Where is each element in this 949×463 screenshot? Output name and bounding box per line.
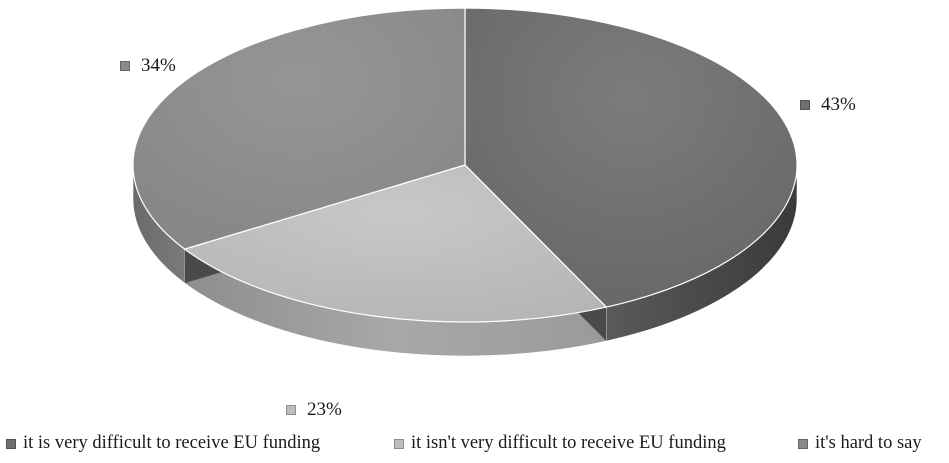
legend-item-not-very-difficult: it isn't very difficult to receive EU fu… — [394, 433, 726, 454]
slice-marker-very-difficult — [800, 100, 810, 110]
legend-item-label: it is very difficult to receive EU fundi… — [23, 433, 321, 453]
legend-item-hard-to-say: it's hard to say — [798, 433, 922, 454]
slice-label-text: 34% — [141, 55, 176, 76]
legend-swatch-very-difficult — [6, 438, 16, 449]
chart-legend: it is very difficult to receive EU fundi… — [0, 433, 949, 459]
pie-slice-very-difficult — [464, 7, 798, 308]
slice-marker-hard-to-say — [120, 61, 130, 71]
slice-label-text: 23% — [307, 399, 342, 420]
slice-marker-not-very-difficult — [286, 405, 296, 415]
pie-slice-not-very-difficult — [184, 164, 607, 323]
legend-swatch-hard-to-say — [798, 438, 808, 449]
slice-label-not-very-difficult: 23% — [286, 399, 342, 421]
pie-tops-group — [132, 7, 798, 323]
legend-swatch-not-very-difficult — [394, 438, 404, 449]
legend-item-label: it isn't very difficult to receive EU fu… — [411, 433, 726, 453]
legend-item-label: it's hard to say — [815, 433, 922, 453]
slice-label-text: 43% — [821, 94, 856, 115]
legend-item-very-difficult: it is very difficult to receive EU fundi… — [6, 433, 320, 454]
slice-label-hard-to-say: 34% — [120, 55, 176, 77]
slice-label-very-difficult: 43% — [800, 94, 856, 116]
pie-slice-hard-to-say — [132, 7, 466, 250]
